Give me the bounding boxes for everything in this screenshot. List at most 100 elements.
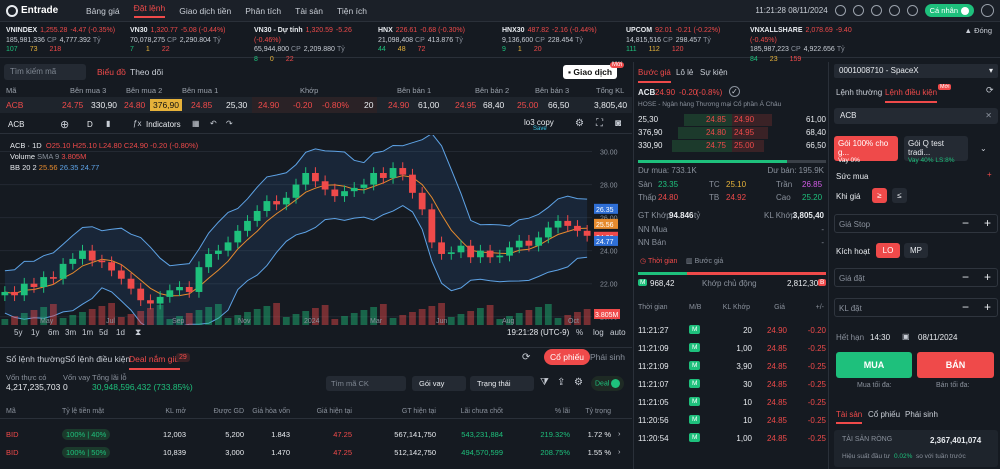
depth-row[interactable]: 25,30 24.85 24.90 61,00	[634, 114, 830, 126]
period-3m[interactable]: 3m	[65, 328, 77, 337]
depth-row[interactable]: 376,90 24.80 24.95 68,40	[634, 127, 830, 139]
help-icon[interactable]	[888, 5, 900, 16]
deal-toggle[interactable]: Deal	[591, 376, 625, 391]
nav-giao-dich-tien[interactable]: Giao dịch tiền	[179, 5, 232, 16]
tab-derivatives-assets[interactable]: Phái sinh	[905, 410, 938, 419]
period-1y[interactable]: 1y	[31, 328, 40, 337]
filter-symbol-input[interactable]: Tìm mã CK	[326, 376, 406, 391]
tab-normal-order[interactable]: Lệnh thường	[836, 88, 883, 97]
buy-button[interactable]: MUA	[836, 352, 912, 378]
depth-row[interactable]: 330,90 24.75 25.00 66,50	[634, 140, 830, 152]
tab-chart[interactable]: Biểu đồ	[97, 67, 126, 77]
index-3[interactable]: HNX 226.61 -0.68 (-0.30%) 21,098,408 CP 413.8…	[378, 27, 465, 53]
expire-time[interactable]: 14:30	[870, 333, 891, 342]
auto-toggle[interactable]: auto	[610, 328, 626, 337]
percent-toggle[interactable]: %	[576, 328, 584, 337]
account-toggle[interactable]: Cá nhân	[924, 4, 974, 17]
tab-deals[interactable]: Deal nắm giữ	[129, 354, 181, 370]
table-row[interactable]: BID 100% | 40% 12,003 5,200 1.843 47.25 567,14…	[0, 427, 632, 443]
tab-time[interactable]: ◷ Thời gian	[640, 258, 678, 265]
lang-close[interactable]: ▲ Đóng	[964, 26, 992, 35]
chart-symbol[interactable]: ACB	[8, 120, 25, 129]
loan-package-1[interactable]: Gói 100% cho g... Vay 0%	[834, 136, 898, 164]
avatar[interactable]	[981, 4, 994, 17]
chevron-right-icon[interactable]: ›	[618, 429, 621, 438]
filter-icon[interactable]: ⧩	[540, 377, 549, 388]
layout-name[interactable]: lo3 copy	[524, 118, 554, 127]
gear-icon[interactable]	[870, 5, 882, 16]
order-symbol-input[interactable]: ACB ✕	[834, 108, 998, 124]
period-select[interactable]: D	[87, 120, 93, 129]
index-0[interactable]: VNINDEX 1,255.28 -4.47 (-0.35%) 185,981,336…	[6, 27, 116, 53]
tab-price-distribution[interactable]: ▥ Bước giá	[686, 258, 724, 265]
check-icon[interactable]: ✓	[729, 86, 740, 97]
nav-phan-tich[interactable]: Phân tích	[245, 5, 282, 16]
undo-icon[interactable]: ↶	[210, 119, 217, 128]
tab-normal-orders[interactable]: Sổ lệnh thường	[6, 354, 65, 364]
order-price-input[interactable]: Giá đặt − +	[834, 268, 998, 287]
index-5[interactable]: UPCOM 92.01 -0.21 (-0.22%) 14,815,516 CP 298.…	[626, 27, 721, 53]
share-icon[interactable]: ⇪	[557, 377, 566, 388]
table-row[interactable]: BID 100% | 50% 10,839 3,000 1.470 47.25 512,14…	[0, 445, 632, 461]
tab-watch[interactable]: Theo dõi	[130, 67, 164, 77]
fullscreen-chart-icon[interactable]: ⛶	[596, 118, 603, 129]
cond-lte-button[interactable]: ≤	[892, 188, 907, 203]
chevron-down-icon[interactable]: ⌄	[980, 144, 987, 153]
settings-deal-icon[interactable]: ⚙	[574, 377, 583, 388]
fullscreen-icon[interactable]	[906, 5, 918, 16]
camera-icon[interactable]: ◙	[615, 118, 622, 129]
status-select[interactable]: Trạng thái	[470, 376, 534, 391]
loan-package-select[interactable]: Gói vay	[412, 376, 466, 391]
layout-icon[interactable]: ▦	[192, 119, 200, 128]
order-qty-input[interactable]: KL đặt − +	[834, 298, 998, 317]
indicators-button[interactable]: Indicators	[146, 120, 181, 129]
period-1d[interactable]: 1d	[116, 328, 125, 337]
period-1m[interactable]: 1m	[82, 328, 94, 337]
trigger-mp-button[interactable]: MP	[904, 243, 928, 258]
period-5d[interactable]: 5d	[99, 328, 108, 337]
tab-stocks-assets[interactable]: Cổ phiếu	[868, 410, 901, 419]
tab-odd-lot[interactable]: Lô lẻ	[676, 68, 694, 77]
tab-events[interactable]: Sự kiện	[700, 68, 728, 77]
index-1[interactable]: VN30 1,320.77 -5.08 (-0.44%) 70,078,275 CP 2,…	[130, 27, 226, 53]
expire-date[interactable]: 08/11/2024	[918, 333, 958, 342]
stop-price-input[interactable]: Giá Stop − +	[834, 214, 998, 233]
tab-derivatives[interactable]: Phái sinh	[590, 352, 625, 362]
settings-icon[interactable]: ⚙	[575, 118, 584, 129]
period-5y[interactable]: 5y	[14, 328, 23, 337]
period-6m[interactable]: 6m	[48, 328, 60, 337]
trigger-lo-button[interactable]: LO	[876, 243, 900, 258]
redo-icon[interactable]: ↷	[226, 119, 233, 128]
refresh-order-icon[interactable]: ⟳	[986, 85, 994, 95]
log-toggle[interactable]: log	[593, 328, 604, 337]
tab-price-step[interactable]: Bước giá	[638, 68, 671, 83]
sell-button[interactable]: BÁN	[917, 352, 994, 378]
chevron-right-icon[interactable]: ›	[618, 447, 621, 456]
tab-assets[interactable]: Tài sản	[836, 410, 863, 424]
nav-tai-san[interactable]: Tài sản	[295, 5, 324, 16]
bell-icon[interactable]	[852, 5, 864, 16]
date-range-icon[interactable]: ⧗	[135, 327, 142, 337]
nav-tien-ich[interactable]: Tiện ích	[337, 5, 367, 16]
index-4[interactable]: HNX30 487.82 -2.16 (-0.44%) 9,136,600 CP 228.…	[502, 27, 597, 53]
loan-package-2[interactable]: Gói Q test tradi... Vay 40% LS:8%	[904, 136, 968, 164]
nav-bang-gia[interactable]: Bảng giá	[86, 5, 120, 16]
orderbook-row[interactable]: ACB 24.75 330,90 24.80 376,90 24.85 25,30 24.90…	[0, 97, 632, 113]
account-select[interactable]: 0001008710 - SpaceX ▾	[834, 64, 998, 78]
nav-dat-lenh[interactable]: Đặt lệnh	[133, 3, 166, 18]
calendar-icon[interactable]: ▣	[902, 332, 910, 341]
symbol-search-input[interactable]: Tìm kiếm mã	[4, 64, 86, 80]
add-symbol-icon[interactable]: ⊕	[60, 119, 70, 131]
logo[interactable]: Entrade	[6, 4, 86, 17]
plus-icon[interactable]: +	[987, 170, 992, 179]
index-6[interactable]: VNXALLSHARE 2,078.69 -9.40 (-0.45%) 185,987…	[750, 27, 852, 63]
tab-conditional-orders[interactable]: Sổ lệnh điều kiện	[65, 354, 131, 364]
trade-button[interactable]: ▪ Giao dịch	[563, 65, 618, 79]
refresh-icon[interactable]: ⟳	[522, 352, 531, 363]
candle-type-icon[interactable]: ▮	[106, 119, 111, 128]
tab-conditional-order[interactable]: Lệnh điều kiện	[885, 88, 938, 103]
index-2[interactable]: VN30 - Dự tính 1,320.59 -5.26 (-0.46%) 65,9…	[254, 27, 352, 63]
search-icon[interactable]	[834, 5, 846, 16]
cond-gte-button[interactable]: ≥	[872, 188, 887, 203]
